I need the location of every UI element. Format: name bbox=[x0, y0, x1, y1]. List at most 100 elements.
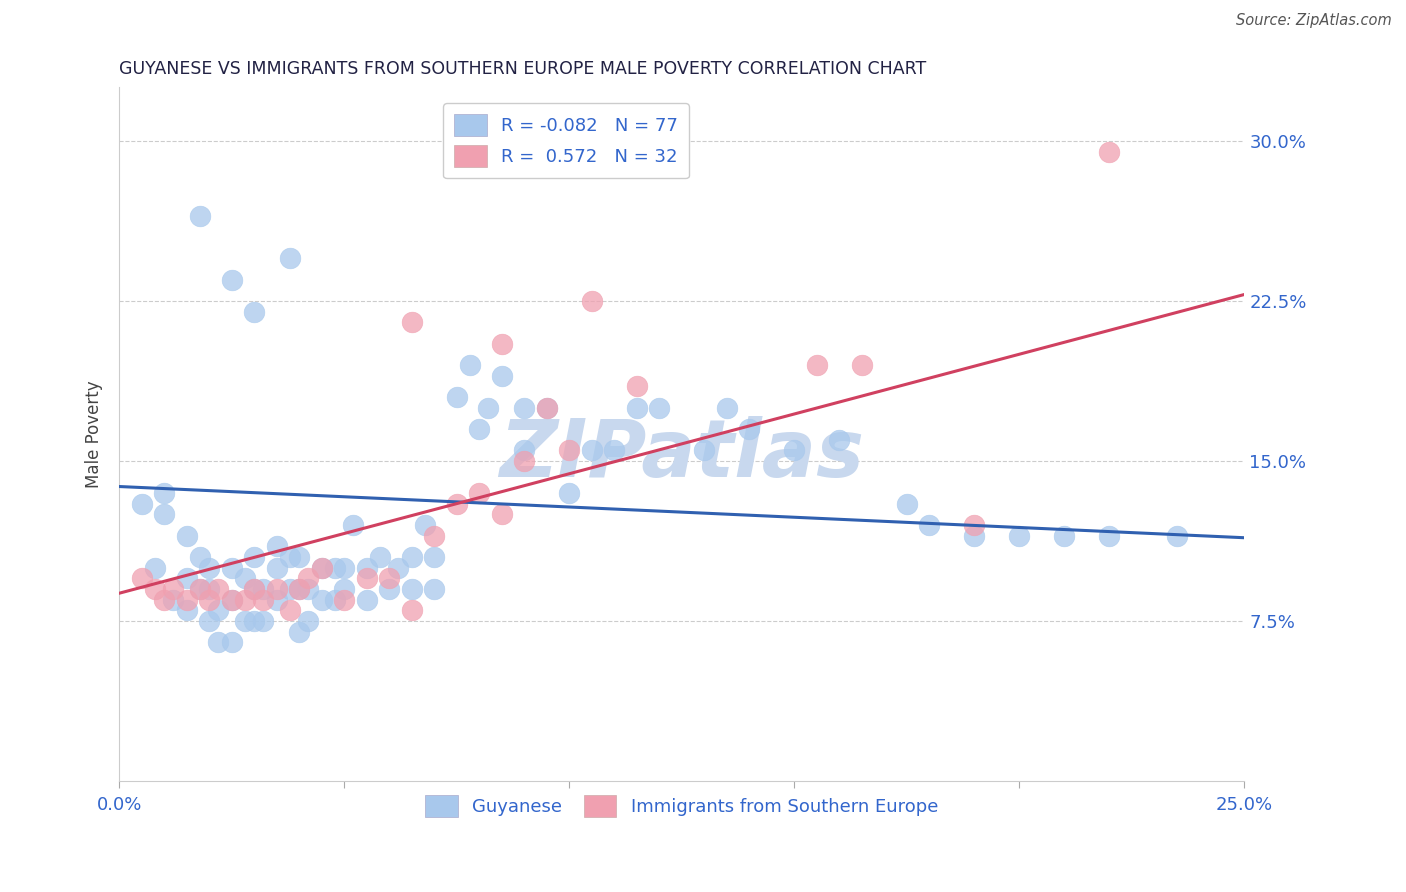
Point bbox=[288, 549, 311, 564]
Point bbox=[513, 443, 536, 458]
Point bbox=[963, 528, 986, 542]
Point bbox=[266, 539, 288, 553]
Point bbox=[243, 614, 266, 628]
Point bbox=[288, 624, 311, 639]
Point bbox=[311, 592, 333, 607]
Point bbox=[266, 582, 288, 596]
Point bbox=[233, 592, 256, 607]
Point bbox=[1098, 145, 1121, 159]
Point bbox=[266, 592, 288, 607]
Point bbox=[207, 582, 229, 596]
Point bbox=[143, 582, 166, 596]
Point bbox=[446, 497, 468, 511]
Point bbox=[188, 209, 211, 223]
Point bbox=[176, 571, 198, 585]
Point bbox=[233, 571, 256, 585]
Point bbox=[252, 614, 274, 628]
Point bbox=[207, 635, 229, 649]
Point bbox=[693, 443, 716, 458]
Point bbox=[558, 486, 581, 500]
Text: ZIPatlas: ZIPatlas bbox=[499, 416, 865, 494]
Point bbox=[1053, 528, 1076, 542]
Point bbox=[648, 401, 671, 415]
Point bbox=[153, 486, 176, 500]
Point bbox=[266, 560, 288, 574]
Point bbox=[413, 517, 436, 532]
Point bbox=[311, 560, 333, 574]
Point bbox=[378, 571, 401, 585]
Point bbox=[513, 401, 536, 415]
Point bbox=[851, 358, 873, 372]
Point bbox=[783, 443, 806, 458]
Point bbox=[356, 571, 378, 585]
Point bbox=[387, 560, 409, 574]
Point bbox=[896, 497, 918, 511]
Point bbox=[491, 508, 513, 522]
Point bbox=[297, 614, 319, 628]
Point bbox=[207, 603, 229, 617]
Point bbox=[176, 603, 198, 617]
Point bbox=[356, 592, 378, 607]
Point bbox=[233, 614, 256, 628]
Point bbox=[423, 582, 446, 596]
Point bbox=[243, 304, 266, 318]
Point bbox=[828, 433, 851, 447]
Point bbox=[368, 549, 391, 564]
Point bbox=[918, 517, 941, 532]
Point bbox=[176, 528, 198, 542]
Point bbox=[198, 582, 221, 596]
Text: Source: ZipAtlas.com: Source: ZipAtlas.com bbox=[1236, 13, 1392, 29]
Point bbox=[198, 614, 221, 628]
Point bbox=[278, 251, 301, 265]
Point bbox=[297, 582, 319, 596]
Point bbox=[581, 293, 603, 308]
Point bbox=[252, 592, 274, 607]
Point bbox=[468, 422, 491, 436]
Point bbox=[963, 517, 986, 532]
Point bbox=[626, 401, 648, 415]
Point bbox=[423, 549, 446, 564]
Point bbox=[626, 379, 648, 393]
Point bbox=[806, 358, 828, 372]
Point bbox=[1166, 528, 1188, 542]
Point bbox=[162, 582, 184, 596]
Point bbox=[468, 486, 491, 500]
Point bbox=[131, 571, 153, 585]
Point bbox=[153, 592, 176, 607]
Point bbox=[278, 582, 301, 596]
Point bbox=[513, 454, 536, 468]
Point bbox=[221, 592, 243, 607]
Point bbox=[401, 315, 423, 329]
Point bbox=[603, 443, 626, 458]
Point bbox=[221, 560, 243, 574]
Point bbox=[491, 336, 513, 351]
Point bbox=[356, 560, 378, 574]
Point bbox=[198, 592, 221, 607]
Point bbox=[401, 582, 423, 596]
Y-axis label: Male Poverty: Male Poverty bbox=[86, 380, 103, 488]
Point bbox=[243, 582, 266, 596]
Point bbox=[162, 592, 184, 607]
Point bbox=[491, 368, 513, 383]
Point bbox=[401, 603, 423, 617]
Point bbox=[460, 358, 482, 372]
Point bbox=[716, 401, 738, 415]
Point bbox=[311, 560, 333, 574]
Point bbox=[536, 401, 558, 415]
Point bbox=[297, 571, 319, 585]
Point bbox=[288, 582, 311, 596]
Point bbox=[198, 560, 221, 574]
Point bbox=[1008, 528, 1031, 542]
Point bbox=[243, 582, 266, 596]
Point bbox=[446, 390, 468, 404]
Text: GUYANESE VS IMMIGRANTS FROM SOUTHERN EUROPE MALE POVERTY CORRELATION CHART: GUYANESE VS IMMIGRANTS FROM SOUTHERN EUR… bbox=[120, 60, 927, 78]
Point bbox=[221, 592, 243, 607]
Point bbox=[581, 443, 603, 458]
Point bbox=[188, 549, 211, 564]
Point bbox=[153, 508, 176, 522]
Point bbox=[536, 401, 558, 415]
Point bbox=[188, 582, 211, 596]
Point bbox=[221, 272, 243, 286]
Point bbox=[188, 582, 211, 596]
Point bbox=[288, 582, 311, 596]
